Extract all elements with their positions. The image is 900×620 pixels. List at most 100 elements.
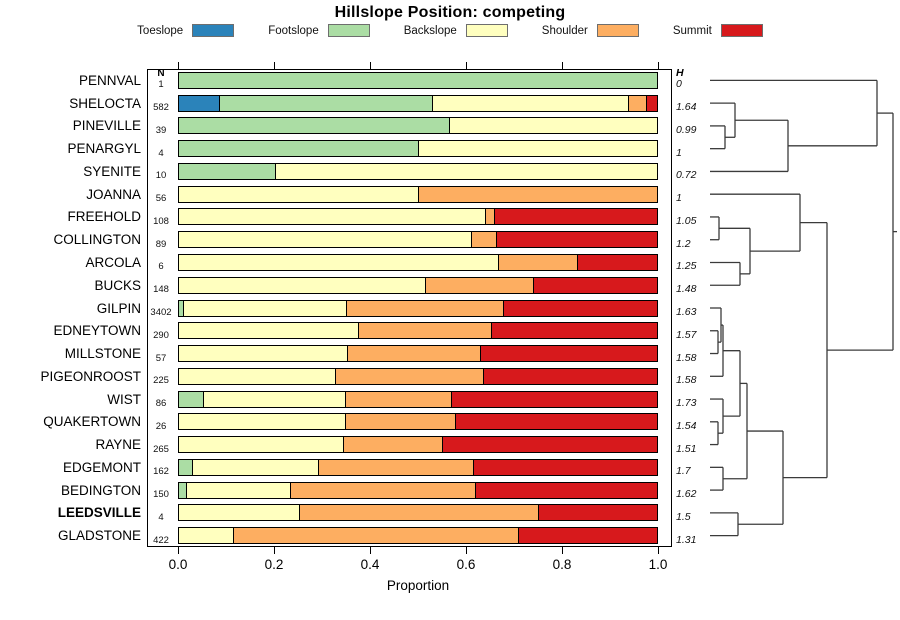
bar-segment-backslope xyxy=(191,459,318,475)
n-value: 6 xyxy=(158,261,164,273)
bar-segment-shoulder xyxy=(346,300,503,316)
n-value: 57 xyxy=(155,352,167,364)
bar-segment-backslope xyxy=(179,414,346,430)
bar-segment-shoulder xyxy=(470,232,496,248)
x-axis-tick xyxy=(274,547,276,554)
bar-segment-backslope xyxy=(179,528,234,544)
bar-segment-backslope xyxy=(202,391,346,407)
row-label-leedsville: LEEDSVILLE xyxy=(57,505,141,521)
n-value: 150 xyxy=(153,489,169,501)
bar-segment-backslope xyxy=(182,300,347,316)
h-value: 1.63 xyxy=(676,306,697,318)
n-column-header: N xyxy=(157,67,165,79)
bar-segment-summit xyxy=(472,459,657,475)
row-label-syenite: SYENITE xyxy=(83,163,141,179)
bar-segment-shoulder xyxy=(425,277,533,293)
h-value: 1.73 xyxy=(676,397,697,410)
x-axis-tick-top xyxy=(274,62,276,69)
h-value: 1 xyxy=(676,192,682,205)
bar-segment-shoulder xyxy=(233,528,519,544)
n-value: 290 xyxy=(153,329,169,341)
bar-segment-footslope xyxy=(179,459,192,475)
bar-segment-footslope xyxy=(179,300,183,316)
bar-bucks xyxy=(178,276,658,294)
h-value: 1.5 xyxy=(676,510,691,523)
n-value: 39 xyxy=(155,124,167,136)
x-axis-tick xyxy=(562,547,564,554)
legend-label: Footslope xyxy=(268,24,319,37)
bar-segment-backslope xyxy=(179,232,471,248)
bar-segment-shoulder xyxy=(628,95,646,111)
bar-pennval xyxy=(178,71,658,89)
legend-swatch-shoulder xyxy=(596,24,639,37)
n-value: 108 xyxy=(153,215,169,227)
legend-item-footslope: Footslope xyxy=(268,24,370,37)
bar-segment-shoulder xyxy=(298,505,538,521)
n-value: 4 xyxy=(158,147,164,159)
legend-item-backslope: Backslope xyxy=(404,24,508,37)
h-value: 0 xyxy=(676,78,682,91)
row-label-rayne: RAYNE xyxy=(95,437,141,453)
bar-segment-backslope xyxy=(185,482,291,498)
n-value: 10 xyxy=(155,170,167,182)
row-label-pennval: PENNVAL xyxy=(78,72,141,88)
legend-label: Toeslope xyxy=(137,24,184,37)
x-axis-tick xyxy=(178,547,180,554)
bar-freehold xyxy=(178,208,658,226)
bar-segment-summit xyxy=(645,95,657,111)
bar-segment-shoulder xyxy=(345,414,455,430)
n-value: 582 xyxy=(153,102,169,114)
legend-swatch-summit xyxy=(720,24,763,37)
h-value: 0.99 xyxy=(676,123,697,136)
bar-gilpin xyxy=(178,299,658,317)
h-value: 1.58 xyxy=(676,374,697,387)
bar-segment-shoulder xyxy=(317,459,473,475)
h-value: 1.7 xyxy=(676,465,691,478)
bar-segment-summit xyxy=(482,368,657,384)
bar-wist xyxy=(178,390,658,408)
bar-segment-summit xyxy=(495,232,657,248)
bar-segment-backslope xyxy=(274,163,657,179)
row-label-penargyl: PENARGYL xyxy=(67,141,141,157)
bar-segment-footslope xyxy=(179,118,450,134)
h-value: 1 xyxy=(676,146,682,159)
row-label-gilpin: GILPIN xyxy=(96,300,141,316)
bar-segment-summit xyxy=(454,414,657,430)
bar-segment-backslope xyxy=(179,346,348,362)
chart-title: Hillslope Position: competing xyxy=(334,4,566,21)
bar-segment-shoulder xyxy=(418,186,657,202)
bar-rayne xyxy=(178,436,658,454)
bar-segment-summit xyxy=(451,391,657,407)
legend-label: Summit xyxy=(672,24,712,37)
n-value: 148 xyxy=(153,284,169,296)
row-label-bucks: BUCKS xyxy=(94,277,141,293)
legend-item-summit: Summit xyxy=(673,24,763,37)
n-value: 89 xyxy=(155,238,167,250)
bar-segment-toeslope xyxy=(179,95,219,111)
x-tick-label: 0.4 xyxy=(360,557,380,572)
x-axis-label: Proportion xyxy=(386,578,450,593)
h-value: 1.57 xyxy=(676,328,697,341)
x-tick-label: 0.0 xyxy=(168,557,188,572)
bar-segment-footslope xyxy=(218,95,433,111)
bar-segment-shoulder xyxy=(484,209,494,225)
row-label-shelocta: SHELOCTA xyxy=(69,95,141,111)
row-label-pigeonroost: PIGEONROOST xyxy=(40,368,141,384)
x-tick-label: 1.0 xyxy=(648,557,668,572)
bar-shelocta xyxy=(178,94,658,112)
row-label-wist: WIST xyxy=(107,391,141,407)
legend-swatch-backslope xyxy=(465,24,508,37)
row-label-pineville: PINEVILLE xyxy=(72,118,141,134)
legend-label: Shoulder xyxy=(541,24,588,37)
bar-edneytown xyxy=(178,322,658,340)
row-label-millstone: MILLSTONE xyxy=(64,346,141,362)
bar-segment-shoulder xyxy=(290,482,476,498)
row-label-collington: COLLINGTON xyxy=(53,232,141,248)
bar-syenite xyxy=(178,162,658,180)
bar-segment-shoulder xyxy=(347,346,481,362)
bar-segment-backslope xyxy=(179,437,344,453)
n-value: 225 xyxy=(153,375,169,387)
bar-segment-summit xyxy=(577,254,657,270)
bar-segment-footslope xyxy=(179,391,203,407)
row-label-gladstone: GLADSTONE xyxy=(57,528,141,544)
